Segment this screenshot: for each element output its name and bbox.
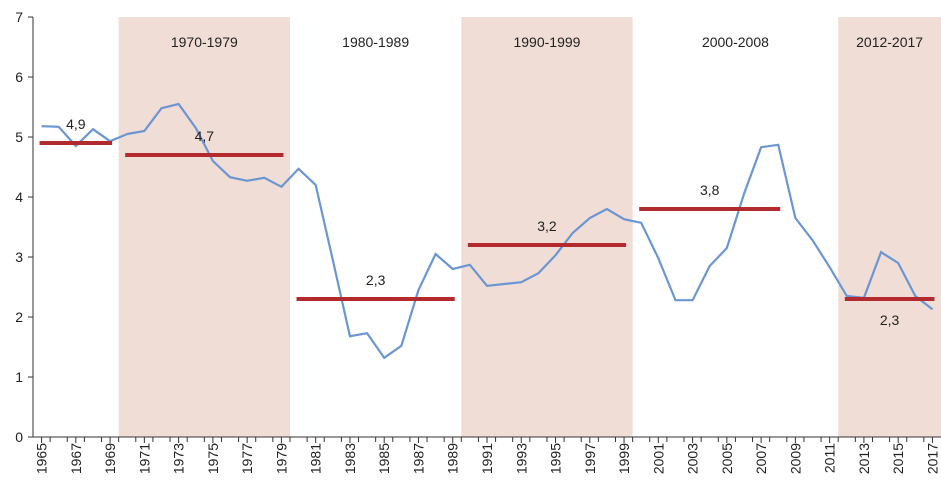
average-label: 4,9 <box>66 116 86 132</box>
period-label: 2012-2017 <box>856 34 923 50</box>
x-tick-label: 2003 <box>685 443 701 474</box>
y-tick-label: 3 <box>15 249 23 265</box>
x-tick-label: 2015 <box>890 443 906 474</box>
average-label: 2,3 <box>880 312 900 328</box>
x-tick-label: 1973 <box>171 443 187 474</box>
average-label: 4,7 <box>195 128 215 144</box>
x-tick-label: 1999 <box>616 443 632 474</box>
y-tick-label: 0 <box>15 429 23 445</box>
x-tick-label: 1991 <box>479 443 495 474</box>
period-label: 1970-1979 <box>171 34 238 50</box>
period-shade <box>118 17 290 437</box>
y-tick-label: 4 <box>15 189 23 205</box>
x-tick-label: 1997 <box>582 443 598 474</box>
x-tick-label: 1981 <box>308 443 324 474</box>
x-tick-label: 1979 <box>273 443 289 474</box>
period-shade <box>461 17 633 437</box>
x-tick-label: 2007 <box>753 443 769 474</box>
y-tick-label: 7 <box>15 9 23 25</box>
x-tick-label: 1993 <box>513 443 529 474</box>
y-tick-label: 2 <box>15 309 23 325</box>
period-label: 1980-1989 <box>342 34 409 50</box>
x-tick-label: 1983 <box>342 443 358 474</box>
x-tick-label: 2011 <box>822 443 838 473</box>
period-label: 2000-2008 <box>702 34 769 50</box>
x-tick-label: 2013 <box>856 443 872 474</box>
x-tick-label: 1989 <box>445 443 461 474</box>
x-tick-label: 2009 <box>787 443 803 474</box>
x-tick-label: 1969 <box>102 443 118 474</box>
y-tick-label: 6 <box>15 69 23 85</box>
x-tick-label: 1995 <box>548 443 564 474</box>
x-tick-label: 1977 <box>239 443 255 474</box>
period-shade <box>838 17 941 437</box>
x-tick-label: 1985 <box>376 443 392 474</box>
x-tick-label: 1965 <box>34 443 50 474</box>
average-label: 3,2 <box>537 218 557 234</box>
x-tick-label: 1967 <box>68 443 84 474</box>
y-tick-label: 1 <box>15 369 23 385</box>
x-tick-label: 1971 <box>136 443 152 474</box>
x-tick-label: 1975 <box>205 443 221 474</box>
x-tick-label: 2005 <box>719 443 735 474</box>
x-tick-label: 1987 <box>410 443 426 474</box>
data-line <box>41 102 934 360</box>
y-tick-label: 5 <box>15 129 23 145</box>
x-tick-label: 2001 <box>650 443 666 474</box>
average-label: 2,3 <box>366 272 386 288</box>
x-tick-label: 2017 <box>924 443 940 474</box>
average-label: 3,8 <box>700 182 720 198</box>
period-label: 1990-1999 <box>513 34 580 50</box>
